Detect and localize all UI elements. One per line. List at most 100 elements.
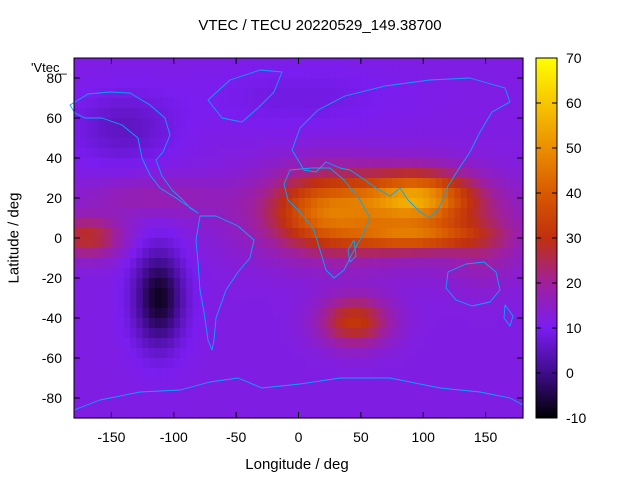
heatmap-cell (186, 168, 194, 179)
heatmap-cell (416, 288, 424, 299)
heatmap-cell (111, 58, 119, 69)
heatmap-cell (479, 378, 487, 389)
heatmap-cell (236, 328, 243, 339)
heatmap-cell (148, 128, 156, 139)
heatmap-cell (98, 128, 106, 139)
heatmap-cell (373, 148, 381, 159)
heatmap-cell (435, 128, 443, 139)
heatmap-cell (229, 228, 237, 239)
heatmap-cell (317, 58, 325, 69)
heatmap-cell (323, 88, 331, 99)
heatmap-cell (98, 198, 106, 209)
heatmap-cell (92, 98, 100, 109)
heatmap-cell (254, 308, 262, 319)
heatmap-cell (379, 78, 387, 89)
heatmap-cell (86, 158, 94, 169)
heatmap-cell (479, 338, 487, 349)
heatmap-cell (317, 338, 325, 349)
heatmap-cell (186, 158, 194, 169)
x-tick-label: 50 (353, 429, 369, 445)
heatmap-cell (142, 88, 150, 99)
heatmap-cell (348, 98, 356, 109)
heatmap-cell (142, 228, 150, 239)
heatmap-cell (317, 298, 325, 309)
heatmap-cell (217, 238, 225, 249)
heatmap-cell (236, 118, 243, 129)
heatmap-cell (323, 58, 331, 69)
heatmap-cell (416, 268, 424, 279)
heatmap-cell (217, 108, 225, 119)
heatmap-cell (236, 238, 243, 249)
heatmap-cell (416, 238, 424, 249)
heatmap-cell (448, 308, 456, 319)
heatmap-cell (460, 268, 468, 279)
heatmap-cell (242, 278, 250, 289)
heatmap-cell (254, 408, 262, 419)
heatmap-cell (298, 218, 306, 229)
heatmap-cell (267, 348, 275, 359)
heatmap-cell (360, 158, 368, 169)
heatmap-cell (267, 108, 275, 119)
heatmap-cell (398, 98, 406, 109)
heatmap-cell (304, 68, 312, 79)
heatmap-cell (111, 108, 119, 119)
heatmap-cell (429, 248, 437, 259)
heatmap-cell (304, 298, 312, 309)
heatmap-cell (423, 58, 431, 69)
heatmap-cell (167, 158, 175, 169)
heatmap-cell (261, 58, 268, 69)
heatmap-cell (279, 318, 287, 329)
heatmap-cell (466, 178, 474, 189)
heatmap-cell (98, 108, 106, 119)
heatmap-cell (323, 98, 331, 109)
heatmap-cell (204, 358, 212, 369)
heatmap-cell (354, 228, 362, 239)
heatmap-cell (192, 148, 200, 159)
heatmap-cell (248, 278, 256, 289)
heatmap-cell (485, 158, 493, 169)
heatmap-cell (454, 68, 462, 79)
heatmap-cell (298, 188, 306, 199)
heatmap-cell (254, 148, 262, 159)
heatmap-cell (491, 148, 499, 159)
heatmap-cell (335, 158, 343, 169)
heatmap-cell (173, 138, 181, 149)
heatmap-cell (423, 118, 431, 129)
heatmap-cell (142, 278, 150, 289)
heatmap-cell (510, 108, 518, 119)
heatmap-cell (329, 378, 337, 389)
heatmap-cell (441, 88, 449, 99)
heatmap-cell (404, 208, 412, 219)
heatmap-cell (335, 198, 343, 209)
heatmap-cell (74, 98, 81, 109)
heatmap-cell (155, 198, 162, 209)
heatmap-cell (441, 58, 449, 69)
heatmap-cell (229, 78, 237, 89)
heatmap-cell (367, 378, 374, 389)
heatmap-cell (435, 218, 443, 229)
heatmap-cell (242, 358, 250, 369)
heatmap-cell (267, 408, 275, 419)
heatmap-cell (441, 248, 449, 259)
heatmap-cell (373, 378, 381, 389)
heatmap-cell (367, 68, 374, 79)
y-tick-label: 20 (46, 190, 62, 206)
heatmap-cell (242, 128, 250, 139)
heatmap-cell (217, 328, 225, 339)
heatmap-cell (323, 388, 331, 399)
heatmap-cell (392, 258, 399, 269)
heatmap-cell (367, 168, 374, 179)
heatmap-cell (167, 58, 175, 69)
heatmap-cell (379, 158, 387, 169)
heatmap-cell (242, 208, 250, 219)
heatmap-cell (142, 108, 150, 119)
heatmap-cell (460, 228, 468, 239)
heatmap-cell (211, 68, 219, 79)
heatmap-cell (217, 208, 225, 219)
heatmap-cell (273, 288, 281, 299)
heatmap-cell (429, 338, 437, 349)
heatmap-cell (385, 88, 393, 99)
heatmap-cell (279, 128, 287, 139)
heatmap-cell (448, 158, 456, 169)
heatmap-cell (136, 98, 144, 109)
